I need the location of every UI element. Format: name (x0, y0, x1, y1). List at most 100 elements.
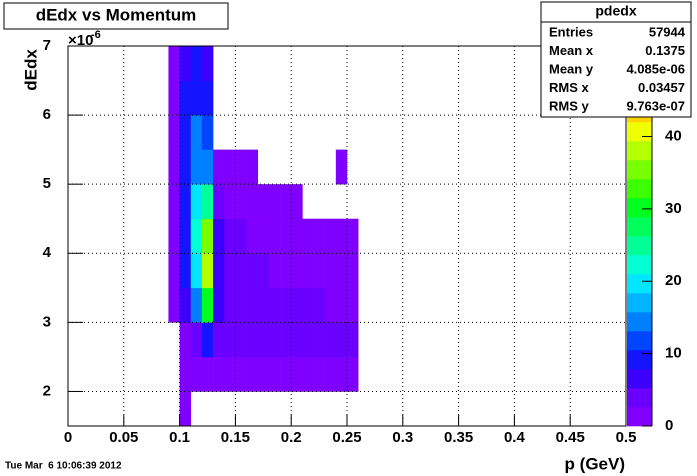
cell (168, 184, 180, 220)
stats-label: RMS y (549, 98, 590, 113)
palette-band (627, 217, 652, 237)
palette-band (627, 122, 652, 142)
cell (280, 287, 292, 323)
stats-value: 0.1375 (645, 43, 685, 58)
cell (246, 149, 259, 185)
cell (190, 218, 203, 254)
cell (201, 287, 214, 323)
cell (280, 218, 292, 254)
y-tick-label: 3 (43, 313, 51, 330)
cell (224, 322, 236, 358)
cell (179, 356, 192, 392)
palette-band (627, 274, 652, 294)
cell (347, 356, 359, 392)
cell (213, 322, 225, 358)
chart-title: dEdx vs Momentum (36, 5, 197, 24)
cell (291, 184, 303, 220)
cell (280, 253, 292, 289)
y-multiplier: ×10 (68, 32, 93, 49)
cell (335, 322, 348, 358)
cell (324, 322, 337, 358)
stats-label: Mean y (549, 61, 594, 76)
cell (235, 356, 247, 392)
cell (168, 218, 180, 254)
cell (291, 287, 303, 323)
stats-value: 9.763e-07 (626, 98, 685, 113)
x-tick-label: 0.5 (616, 429, 637, 446)
y-tick-label: 4 (43, 244, 52, 261)
palette-band (627, 198, 652, 218)
cell (313, 253, 325, 289)
cell (201, 149, 214, 185)
cell (179, 46, 192, 81)
cell (313, 356, 325, 392)
cell (179, 391, 192, 427)
cell (347, 287, 359, 323)
cell (235, 218, 247, 254)
cell (291, 253, 303, 289)
stats-label: Entries (549, 24, 593, 39)
cell (224, 184, 236, 220)
z-tick-label: 20 (665, 272, 682, 289)
palette-band (627, 331, 652, 351)
cell (280, 184, 292, 220)
y-tick-label: 2 (43, 382, 51, 399)
palette-band (627, 388, 652, 408)
cell (201, 356, 214, 392)
cell (302, 322, 314, 358)
cell (268, 253, 281, 289)
cell (335, 218, 348, 254)
cell (201, 253, 214, 289)
stats-value: 4.085e-06 (626, 61, 685, 76)
y-multiplier-exp: -6 (91, 29, 101, 41)
cell (347, 253, 359, 289)
stats-title: pdedx (595, 3, 636, 19)
cell (280, 322, 292, 358)
cell (291, 322, 303, 358)
palette-band (627, 160, 652, 180)
cell (213, 356, 225, 392)
cell (268, 287, 281, 323)
palette-band (627, 236, 652, 256)
cell (168, 149, 180, 185)
x-tick-label: 0.35 (444, 429, 473, 446)
cell (213, 253, 225, 289)
x-tick-label: 0 (64, 429, 72, 446)
x-tick-label: 0.2 (281, 429, 302, 446)
palette-band (627, 312, 652, 332)
y-tick-label: 6 (43, 106, 51, 123)
palette-band (627, 407, 652, 427)
cell (268, 356, 281, 392)
cell (224, 218, 236, 254)
x-axis-label: p (GeV) (565, 454, 625, 473)
cell (257, 356, 270, 392)
cell (268, 218, 281, 254)
cell (190, 184, 203, 220)
stats-value: 57944 (649, 24, 686, 39)
cell (190, 253, 203, 289)
cell (190, 46, 203, 81)
cell (224, 356, 236, 392)
cell (235, 184, 247, 220)
stats-label: RMS x (549, 80, 590, 95)
cell (224, 287, 236, 323)
cell (324, 218, 337, 254)
cell (201, 218, 214, 254)
cell (302, 287, 314, 323)
cell (179, 149, 192, 185)
x-tick-label: 0.3 (392, 429, 413, 446)
cell (168, 80, 180, 116)
cell (335, 149, 348, 185)
cell (235, 253, 247, 289)
cell (257, 218, 270, 254)
cell (246, 287, 259, 323)
cell (168, 287, 180, 323)
cell (302, 218, 314, 254)
cell (324, 287, 337, 323)
cell (324, 356, 337, 392)
cell (335, 253, 348, 289)
cell (257, 184, 270, 220)
y-tick-label: 5 (43, 175, 51, 192)
cell (179, 253, 192, 289)
